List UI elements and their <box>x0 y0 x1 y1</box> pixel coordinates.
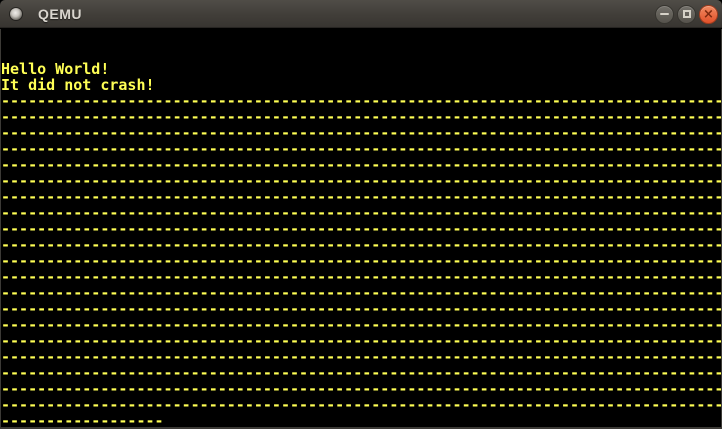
window-controls: × <box>655 4 718 24</box>
vga-display[interactable]: Hello World! It did not crash! ---------… <box>0 29 722 429</box>
close-icon: × <box>703 6 714 22</box>
vga-text: Hello World! It did not crash! ---------… <box>1 60 722 429</box>
close-button[interactable]: × <box>699 4 718 24</box>
minimize-button[interactable] <box>655 4 674 24</box>
window-title: QEMU <box>38 6 82 22</box>
titlebar[interactable]: QEMU × <box>0 0 722 28</box>
minimize-icon <box>660 13 669 15</box>
window-menu-icon[interactable] <box>10 8 22 20</box>
maximize-icon <box>682 10 691 18</box>
maximize-button[interactable] <box>677 4 696 24</box>
